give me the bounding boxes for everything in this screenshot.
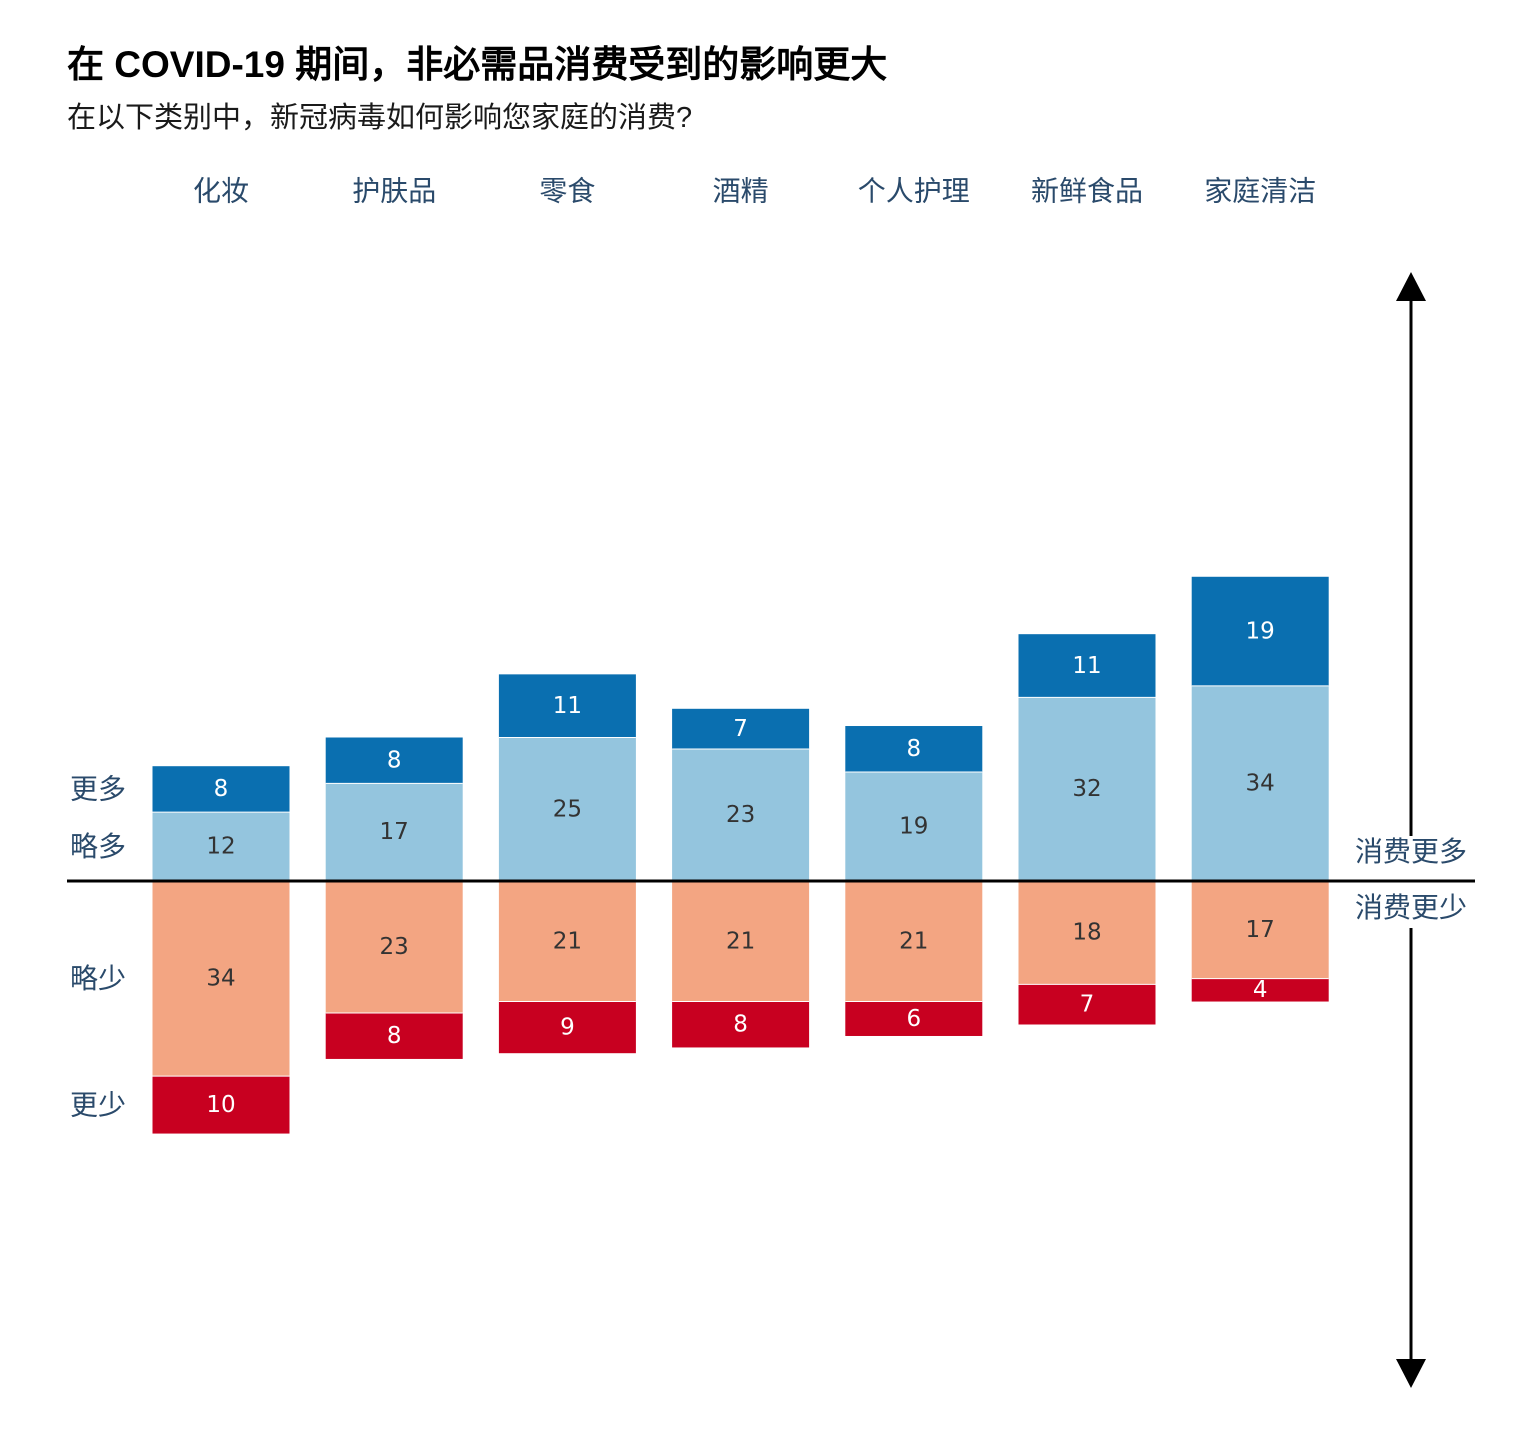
category-label: 护肤品 [352,175,436,208]
value-label-slightly-more: 25 [553,796,582,822]
chart-subtitle: 在以下类别中，新冠病毒如何影响您家庭的消费? [67,102,693,134]
bar-slightly-less [152,881,290,1077]
value-label-more: 8 [387,747,402,773]
value-label-less: 8 [733,1012,748,1038]
category-label: 酒精 [713,175,769,208]
value-label-more: 19 [1246,618,1275,644]
value-label-more: 7 [733,716,748,742]
bar-more [1018,634,1156,698]
value-label-slightly-more: 23 [726,802,755,828]
bar-slightly-more [845,771,983,881]
value-label-less: 10 [206,1092,235,1118]
value-label-more: 11 [1072,653,1101,679]
category-label: 家庭清洁 [1204,175,1316,208]
bar-less [672,1001,810,1048]
value-label-slightly-more: 19 [899,813,928,839]
value-label-more: 11 [553,693,582,719]
arrow-up-icon [1396,272,1426,301]
direction-arrow: 消费更多 消费更少 [1355,272,1467,1388]
value-label-more: 8 [214,776,229,802]
value-label-less: 9 [560,1014,575,1040]
value-label-slightly-less: 18 [1072,920,1101,946]
value-label-less: 6 [906,1006,921,1032]
value-label-slightly-less: 21 [726,928,755,954]
bar-slightly-less [672,881,810,1002]
row-label: 略少 [70,962,126,995]
bar-less [1018,984,1156,1025]
bar-less [498,1001,636,1054]
axis-label-more: 消费更多 [1355,835,1467,868]
bar-slightly-less [1191,881,1329,979]
bar-more [152,766,290,813]
bar-less [845,1001,983,1036]
bar-slightly-more [498,737,636,881]
bar-less [325,1013,463,1059]
category-label: 化妆 [193,175,249,208]
bar-more [1191,576,1329,686]
bar-more [498,674,636,738]
value-label-slightly-less: 21 [899,928,928,954]
category-label: 零食 [539,175,595,208]
value-label-slightly-less: 17 [1246,917,1275,943]
value-label-less: 4 [1253,977,1268,1003]
value-label-slightly-less: 23 [380,934,409,960]
bar-more [672,708,810,749]
value-label-slightly-more: 32 [1072,776,1101,802]
bar-slightly-more [1191,685,1329,881]
axis-label-less: 消费更少 [1355,891,1467,924]
value-label-slightly-less: 21 [553,928,582,954]
bar-more [845,726,983,772]
row-label: 更少 [70,1088,126,1121]
bar-more [325,737,463,784]
bar-slightly-less [1018,881,1156,985]
value-label-less: 8 [387,1023,402,1049]
bar-slightly-less [845,881,983,1002]
value-label-less: 7 [1080,991,1095,1017]
arrow-down-icon [1396,1359,1426,1388]
category-labels-group: 化妆 护肤品 零食 酒精 个人护理 新鲜食品 家庭清洁 [193,175,1316,208]
row-label: 更多 [70,773,126,806]
value-label-slightly-less: 34 [206,966,235,992]
bar-slightly-less [498,881,636,1002]
bar-slightly-more [672,748,810,881]
bar-slightly-more [1018,697,1156,881]
value-label-more: 8 [906,736,921,762]
value-label-slightly-more: 12 [206,834,235,860]
value-labels-group: 8 12 34 10 8 17 23 8 11 25 21 9 7 23 21 8 8 19 21 6 11 32 18 7 1… [206,618,1274,1118]
bar-slightly-more [325,783,463,881]
bar-less [152,1076,290,1134]
value-label-slightly-more: 34 [1246,770,1275,796]
chart-title: 在 COVID-19 期间，非必需品消费受到的影响更大 [67,44,888,85]
row-label: 略多 [70,830,126,863]
category-label: 新鲜食品 [1031,175,1143,208]
bar-slightly-less [325,881,463,1014]
value-label-slightly-more: 17 [380,819,409,845]
bar-less [1191,978,1329,1002]
category-label: 个人护理 [858,175,970,208]
bars-group [152,576,1329,1134]
bar-slightly-more [152,812,290,881]
